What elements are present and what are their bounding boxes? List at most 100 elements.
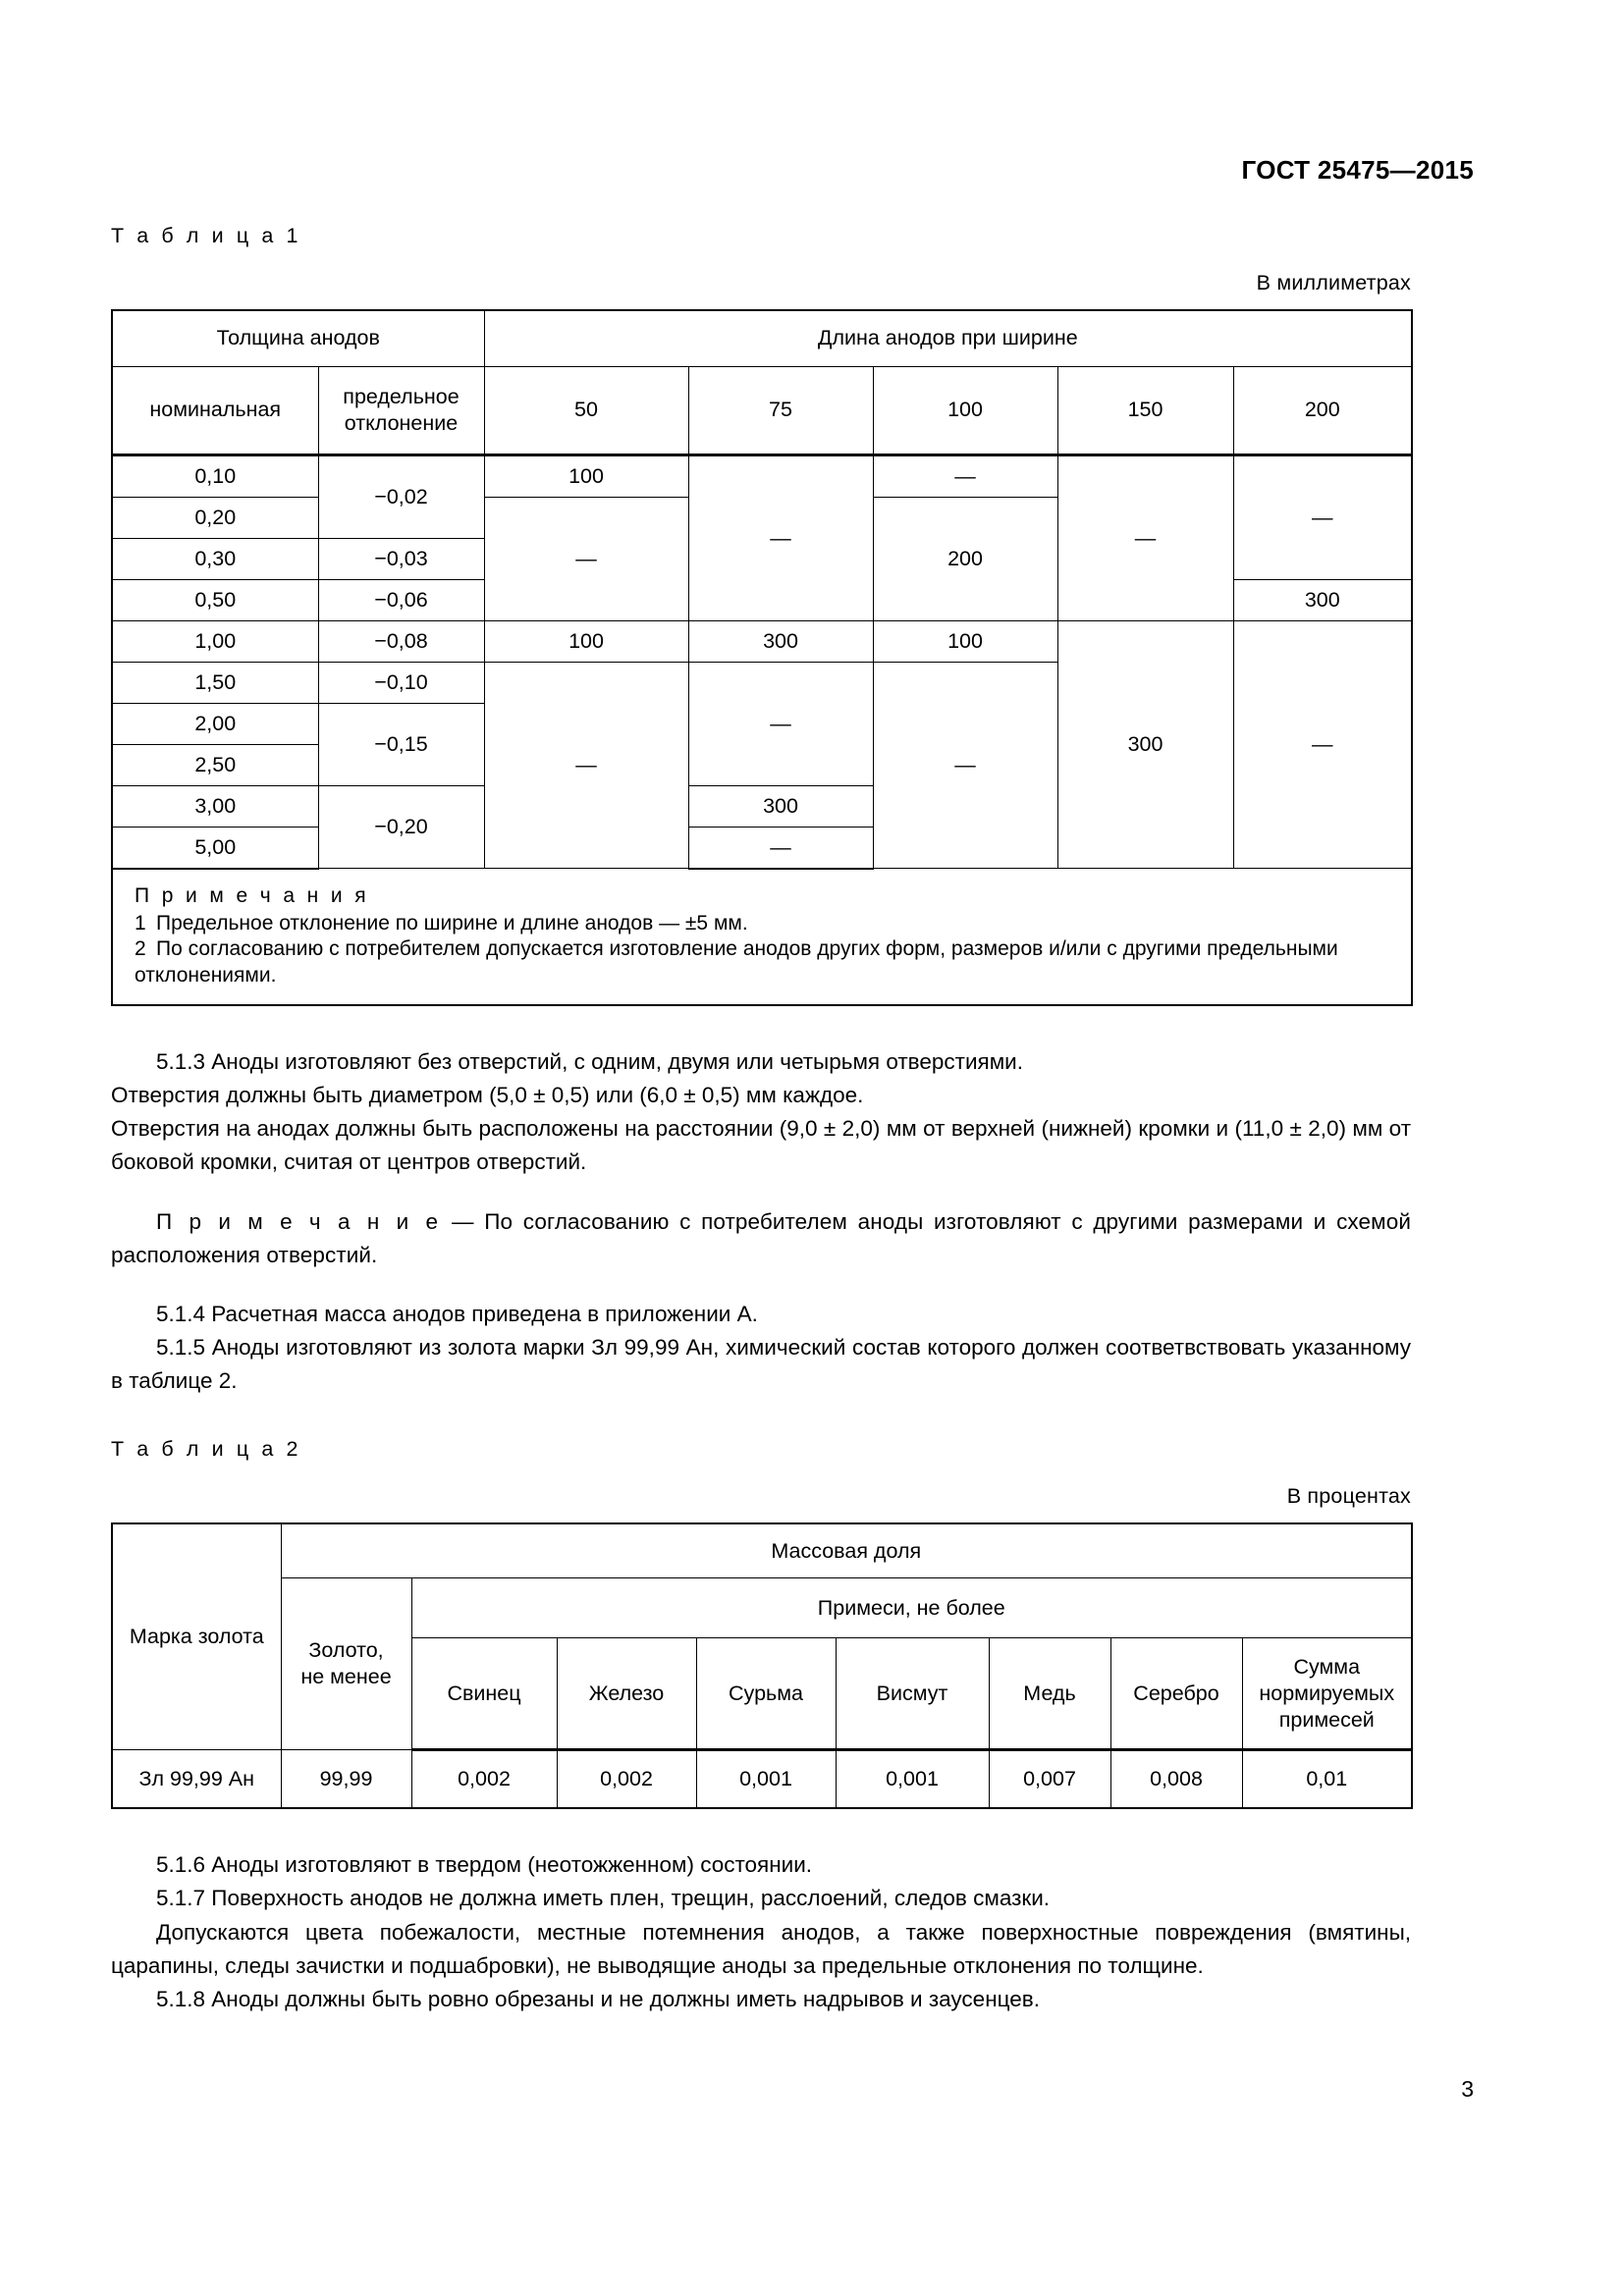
page-number: 3 [1461, 2076, 1474, 2102]
table1-header-row-2: номинальная предельное отклонение 50 75 … [111, 365, 1414, 456]
paragraph-5-1-3-c: Отверстия на анодах должны быть располож… [111, 1116, 1411, 1175]
table2-header-total-impurities: Сумма нормируемых примесей [1241, 1637, 1414, 1752]
table1-row: 0,10 −0,02 100 — — — — [111, 454, 1414, 621]
table2-cell-lead: 0,002 [410, 1749, 558, 1810]
table1-row: 3,00 −0,20 300 [111, 784, 1412, 870]
spacer [111, 1180, 1411, 1205]
table2-cell-silver: 0,008 [1109, 1749, 1243, 1810]
table1-cell-nominal: 3,00 [111, 784, 319, 828]
paragraph-5-1-4: 5.1.4 Расчетная масса анодов приведена в… [156, 1301, 758, 1326]
table1-cell-w150: 300 [1056, 619, 1234, 870]
table2-header-gold: Золото, не менее [280, 1577, 412, 1751]
table1-cell-nominal: 0,20 [111, 496, 319, 539]
paragraph-5-1-5: 5.1.5 Аноды изготовляют из золота марки … [111, 1335, 1411, 1394]
table1-notes-row: П р и м е ч а н и я 1 Предельное отклонен… [110, 868, 1414, 1006]
table1-header-length: Длина анодов при ширине [483, 308, 1414, 367]
table2-header-copper: Медь [988, 1637, 1111, 1752]
table2-header-row-3: Свинец Железо Сурьма Висмут Медь Серебро… [112, 1637, 1414, 1752]
table2-cell-iron: 0,002 [556, 1749, 697, 1810]
paragraph-note-5-1-3: П р и м е ч а н и е — По согласованию с … [111, 1205, 1411, 1272]
table1-cell-w75: — [687, 454, 874, 621]
table2-header-gold-line1: Золото, [308, 1638, 384, 1663]
table2-header-row-1: Марка золота Массовая доля [111, 1522, 1414, 1751]
table1-cell-nominal: 1,00 [111, 619, 319, 663]
spacer [111, 1398, 1411, 1437]
table1-header-deviation-line2: отклонение [344, 410, 459, 435]
table2-cell-brand: Зл 99,99 Ан [111, 1749, 282, 1810]
table1-row: 1,50 −0,10 — — — [111, 661, 1412, 870]
paragraph-5-1-7-b: Допускаются цвета побежалости, местные п… [111, 1919, 1411, 1978]
table2-cell-bismuth: 0,001 [835, 1749, 990, 1810]
table1-header-nominal: номинальная [111, 365, 319, 456]
spacer [111, 1809, 1411, 1848]
table1-cell-nominal: 2,00 [111, 702, 319, 745]
table1-cell-deviation: −0,20 [317, 784, 485, 870]
paragraph-5-1-6: 5.1.6 Аноды изготовляют в твердом (неото… [156, 1852, 813, 1878]
table1-cell-w50: — [483, 496, 689, 621]
table1-cell-w150: — [1056, 454, 1234, 621]
spacer [111, 1006, 1411, 1045]
table2-caption: Т а б л и ц а 2 [111, 1437, 302, 1462]
table2-header-gold-line2: не менее [300, 1665, 392, 1689]
table1-header-width-75: 75 [687, 365, 874, 456]
page-content: Т а б л и ц а 1 В миллиметрах Толщина ан… [110, 224, 1414, 2016]
table1-row: 2,00 −0,15 [111, 702, 1412, 786]
table1-header-width-100: 100 [872, 365, 1058, 456]
table1-header-width-150: 150 [1056, 365, 1234, 456]
note-label: П р и м е ч а н и е [156, 1208, 442, 1234]
table2-header-impurities: Примеси, не более [410, 1577, 1414, 1639]
table1-cell-nominal: 0,10 [111, 454, 319, 498]
table1-cell-w200: — [1232, 619, 1414, 870]
table1-note-item: 1 Предельное отклонение по ширине и длине… [135, 911, 1393, 936]
table1-caption: Т а б л и ц а 1 [111, 224, 302, 247]
table1-row: 0,20 — 200 [111, 496, 1412, 621]
table2-header-brand: Марка золота [111, 1522, 282, 1751]
table1-cell-nominal: 0,50 [111, 578, 319, 621]
table2-header-antimony: Сурьма [695, 1637, 837, 1752]
table1-cell-deviation: −0,15 [317, 702, 485, 786]
table1-cell-w75: — [687, 661, 874, 786]
table2-header-silver: Серебро [1109, 1637, 1243, 1752]
table1-cell-w75: 300 [687, 784, 874, 828]
table1-cell-deviation: −0,10 [317, 661, 485, 704]
table1-note-text: Предельное отклонение по ширине и длине … [156, 912, 748, 935]
table1-cell-w50: 100 [483, 619, 689, 663]
table1-cell-w100: 100 [872, 619, 1058, 663]
table2-header-row-2: Золото, не менее Примеси, не более [112, 1577, 1414, 1751]
table1-row: 2,50 [111, 743, 1412, 786]
table2-data-row: Зл 99,99 Ан 99,99 0,002 0,002 0,001 0,00… [111, 1749, 1414, 1810]
table1-header-row-1: Толщина анодов Длина анодов при ширине [110, 308, 1414, 367]
table2-cell-copper: 0,007 [988, 1749, 1111, 1810]
table1-note-text: По согласованию с потребителем допускает… [135, 937, 1338, 987]
table1-cell-nominal: 1,50 [111, 661, 319, 704]
table1-cell-w100: 200 [872, 496, 1058, 621]
spacer [111, 1272, 1411, 1298]
table1-row: 0,50 −0,06 300 [111, 578, 1414, 621]
table1-cell-nominal: 5,00 [111, 826, 319, 870]
table2-cell-gold: 99,99 [280, 1749, 412, 1810]
table1-note-number: 2 [135, 937, 146, 961]
table1-header-width-50: 50 [483, 365, 689, 456]
table2-header-total-line3: примесей [1278, 1707, 1375, 1732]
table1-row: 1,00 −0,08 100 300 100 300 — [111, 619, 1414, 870]
table1-cell-w200: — [1232, 454, 1414, 580]
table1-wrapper: Толщина анодов Длина анодов при ширине н… [110, 308, 1414, 1006]
table1-notes-title: П р и м е ч а н и я [135, 883, 370, 907]
table1-header-deviation-line1: предельное [343, 384, 460, 408]
table1-cell-deviation: −0,02 [317, 454, 485, 539]
standard-code-header: ГОСТ 25475—2015 [1241, 155, 1474, 185]
table1-cell-w100: — [872, 661, 1058, 870]
table2-header-total-line2: нормируемых [1259, 1681, 1395, 1705]
table1-cell-w200: 300 [1232, 578, 1414, 621]
table1-cell-nominal: 0,30 [111, 537, 319, 580]
table2-header-bismuth: Висмут [835, 1637, 990, 1752]
table1-header-width-200: 200 [1232, 365, 1414, 456]
table1: Толщина анодов Длина анодов при ширине н… [110, 308, 1414, 1006]
paragraph-5-1-8: 5.1.8 Аноды должны быть ровно обрезаны и… [156, 1987, 1040, 2012]
table1-units: В миллиметрах [1256, 270, 1411, 294]
table1-header-deviation: предельное отклонение [317, 365, 485, 456]
paragraph-5-1-3-b: Отверстия должны быть диаметром (5,0 ± 0… [111, 1082, 864, 1107]
table1-cell-nominal: 2,50 [111, 743, 319, 786]
table2-cell-antimony: 0,001 [695, 1749, 837, 1810]
